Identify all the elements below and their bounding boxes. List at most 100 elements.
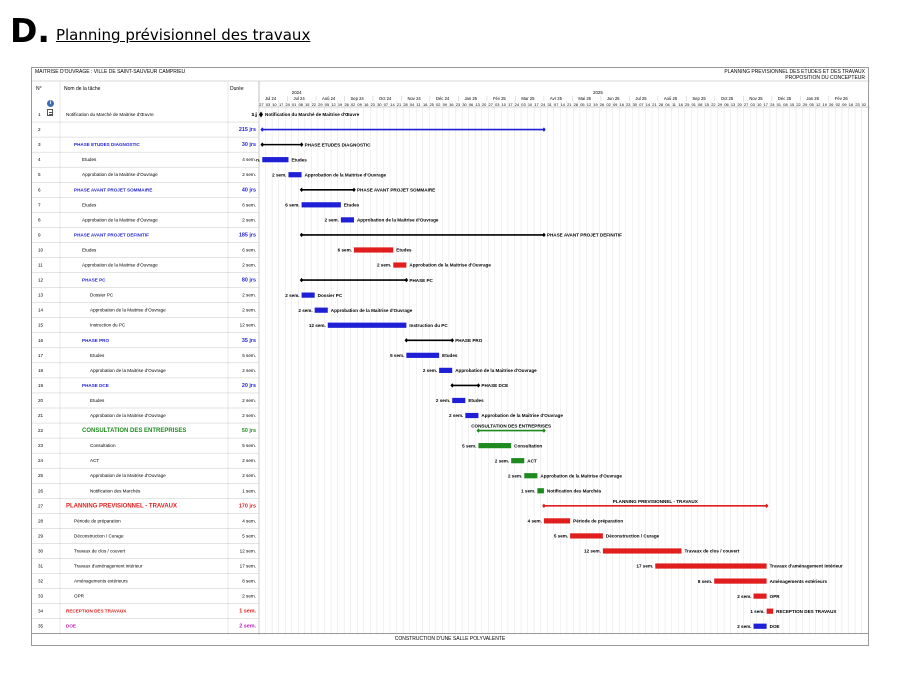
task-duration: 170 jrs (239, 503, 256, 509)
day-tick-label: 19 (593, 102, 597, 107)
day-tick-label: 14 (561, 102, 566, 107)
task-name: Dossier PC (90, 293, 114, 298)
month-tick-label: Oct 25 (721, 96, 734, 101)
day-tick-label: 30 (462, 102, 467, 107)
task-duration: 2 sem. (242, 413, 256, 418)
task-name: Approbation de la Maitrise d'Ouvrage (90, 368, 166, 373)
day-tick-label: 01 (777, 102, 781, 107)
task-bar (478, 443, 512, 449)
task-name: PHASE DCE (82, 383, 109, 388)
bar-duration-label: 2 sem. (423, 368, 437, 373)
bar-duration-label: 2 sem. (285, 293, 299, 298)
bar-task-label: Approbation de la Maitrise d'Ouvrage (481, 413, 563, 418)
day-tick-label: 04 (665, 102, 670, 107)
month-tick-label: Nov 24 (407, 96, 421, 101)
bar-duration-label: 5 sem. (462, 443, 476, 448)
bar-duration-label: 8 sem. (698, 579, 712, 584)
month-tick-label: Jan 26 (806, 96, 819, 101)
bar-task-label: CONSULTATION DES ENTREPRISES (471, 424, 551, 429)
bar-task-label: PHASE DCE (481, 383, 508, 388)
task-number: 4 (38, 157, 41, 162)
bar-task-label: Approbation de la Maitrise d'Ouvrage (357, 218, 439, 223)
task-bar (714, 578, 767, 584)
bar-task-label: Période de préparation (573, 519, 623, 524)
day-tick-label: 05 (580, 102, 584, 107)
task-bar (393, 262, 407, 268)
task-duration: 1 sem. (239, 609, 256, 615)
bar-task-label: Travaux d'aménagement intérieur (770, 564, 843, 569)
month-tick-label: Déc 25 (778, 96, 792, 101)
bar-duration-label: 2 sem. (325, 218, 339, 223)
task-bar (327, 322, 407, 328)
day-tick-label: 11 (672, 102, 676, 107)
task-number: 12 (38, 278, 44, 283)
year-label: 2024 (292, 90, 302, 95)
day-tick-label: 31 (548, 102, 552, 107)
task-bar (543, 518, 571, 524)
task-name: OPR (74, 594, 85, 599)
notes-icon[interactable] (47, 109, 53, 116)
task-duration: 215 jrs (239, 127, 256, 133)
summary-end-marker (450, 338, 455, 343)
bar-task-label: PHASE AVANT PROJET SOMMAIRE (357, 187, 435, 192)
day-tick-label: 17 (508, 102, 512, 107)
task-name: Etudes (82, 202, 97, 207)
day-tick-label: 28 (403, 102, 407, 107)
bar-duration-label: 2 sem. (737, 594, 751, 599)
info-icon[interactable]: i (47, 100, 54, 107)
day-tick-label: 24 (770, 102, 775, 107)
day-tick-label: 26 (344, 102, 348, 107)
day-tick-label: 19 (823, 102, 827, 107)
column-number-header: N° (36, 86, 42, 92)
task-name: Etudes (90, 398, 105, 403)
day-tick-label: 16 (849, 102, 853, 107)
summary-start-marker (542, 503, 546, 509)
task-name: CONSULTATION DES ENTREPRISES (82, 428, 186, 434)
task-duration: 2 sem. (242, 458, 256, 463)
task-name: ACT (90, 458, 99, 463)
task-bar (406, 352, 440, 358)
summary-start-marker (299, 232, 304, 238)
bar-task-label: Etudes (291, 157, 307, 162)
day-tick-label: 24 (286, 102, 291, 107)
task-duration: 2 sem. (242, 398, 256, 403)
month-tick-label: Sep 25 (692, 96, 706, 101)
bar-task-label: RECEPTION DES TRAVAUX (776, 609, 837, 614)
bar-duration-label: 2 sem. (377, 263, 391, 268)
day-tick-label: 18 (679, 102, 683, 107)
task-bar (602, 548, 682, 554)
task-name: Consultation (90, 443, 116, 448)
task-bar (439, 367, 453, 373)
task-number: 19 (38, 383, 44, 388)
bar-task-label: Etudes (442, 353, 458, 358)
task-number: 33 (38, 594, 44, 599)
task-number: 34 (38, 609, 44, 614)
bar-duration-label: 12 sem. (309, 323, 326, 328)
bar-task-label: Etudes (396, 248, 412, 253)
day-tick-label: 08 (698, 102, 702, 107)
day-tick-label: 07 (639, 102, 643, 107)
day-tick-label: 12 (587, 102, 591, 107)
task-number: 6 (38, 187, 41, 192)
task-name: Déconstruction / Curage (74, 533, 124, 538)
day-tick-label: 10 (502, 102, 507, 107)
task-number: 31 (38, 564, 44, 569)
month-tick-label: Déc 24 (436, 96, 450, 101)
task-bar (524, 473, 538, 479)
task-name: PLANNING PREVISIONNEL - TRAVAUX (66, 503, 177, 509)
day-tick-label: 06 (724, 102, 728, 107)
task-bar (353, 247, 394, 253)
month-tick-label: Jan 25 (464, 96, 477, 101)
day-tick-label: 30 (633, 102, 638, 107)
day-tick-label: 30 (377, 102, 382, 107)
day-tick-label: 24 (541, 102, 546, 107)
month-tick-label: Mar 25 (521, 96, 535, 101)
task-duration: 20 jrs (242, 383, 256, 389)
task-number: 32 (38, 579, 44, 584)
bar-duration-label: 17 sem. (636, 564, 653, 569)
task-bar (452, 397, 466, 404)
bar-duration-label: 2 sem. (272, 172, 286, 177)
bar-task-label: Dossier PC (318, 293, 343, 298)
client-header: MAITRISE D'OUVRAGE : VILLE DE SAINT-SAUV… (35, 69, 186, 75)
gantt-chart: 27 03 10 17 24 01 08 15 22 29 05 12 19 26 02 09 16 23 30 07… (32, 80, 870, 635)
